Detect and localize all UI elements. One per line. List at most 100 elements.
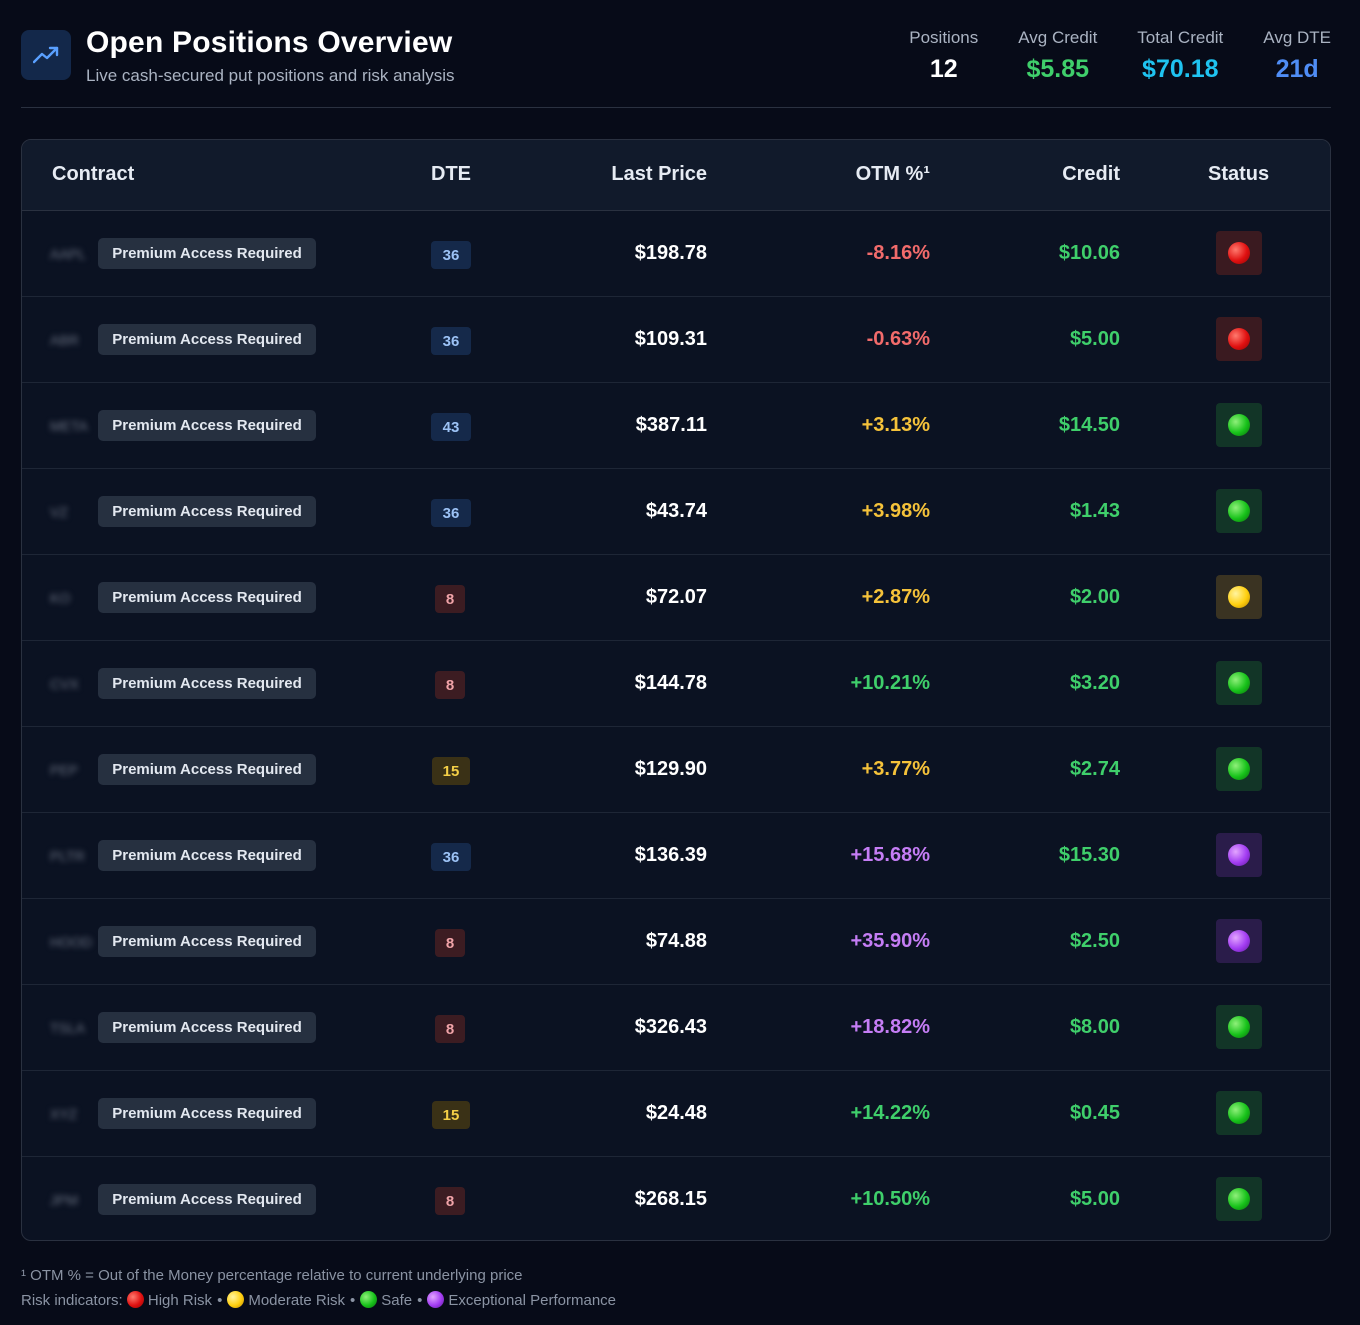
col-last-price[interactable]: Last Price [611,163,707,185]
premium-access-button[interactable]: Premium Access Required [98,754,316,785]
stat-label: Total Credit [1137,28,1224,47]
page-title: Open Positions Overview [86,26,453,59]
page-subtitle: Live cash-secured put positions and risk… [86,66,455,85]
otm-percent: +3.77% [861,758,930,780]
status-purple-dot-icon [1228,930,1250,952]
otm-percent: +35.90% [850,930,930,952]
table-row[interactable]: ABR Premium Access Required 36 $109.31 -0.63… [22,297,1330,383]
legend-separator: • [217,1292,223,1309]
credit-value: $5.00 [1069,1188,1120,1210]
table-body: AAPL Premium Access Required 36 $198.78 -8.1… [22,211,1330,1240]
legend-prefix: Risk indicators: [21,1292,123,1309]
premium-access-button[interactable]: Premium Access Required [98,496,316,527]
last-price: $74.88 [645,930,707,952]
ticker-symbol: CVX [50,676,79,692]
table-row[interactable]: TSLA Premium Access Required 8 $326.43 +18.8… [22,985,1330,1071]
col-status[interactable]: Status [1208,163,1270,185]
ticker-symbol: KO [50,590,71,606]
last-price: $43.74 [645,500,707,522]
dte-badge: 36 [431,241,471,269]
credit-value: $2.50 [1069,930,1120,952]
stat-label: Avg DTE [1263,28,1331,47]
stat-positions: Positions 12 [909,28,978,84]
summary-stats: Positions 12 Avg Credit $5.85 Total Credit $7… [869,28,1331,84]
status-indicator [1216,919,1262,963]
premium-access-button[interactable]: Premium Access Required [98,668,316,699]
last-price: $129.90 [634,758,707,780]
last-price: $268.15 [634,1188,707,1210]
status-red-dot-icon [1228,328,1250,350]
status-green-dot-icon [1228,672,1250,694]
status-green-dot-icon [1228,1188,1250,1210]
last-price: $326.43 [634,1016,707,1038]
premium-access-button[interactable]: Premium Access Required [98,1184,316,1215]
otm-percent: +3.98% [861,500,930,522]
table-row[interactable]: VZ Premium Access Required 36 $43.74 +3.98% $… [22,469,1330,555]
credit-value: $3.20 [1069,672,1120,694]
stat-value: 12 [929,55,958,83]
otm-percent: -0.63% [866,328,930,350]
otm-percent: -8.16% [866,242,930,264]
col-dte[interactable]: DTE [431,163,471,185]
page-header: Open Positions Overview Live cash-secure… [21,0,1331,108]
status-green-dot-icon [1228,1102,1250,1124]
stat-value: $5.85 [1026,55,1090,83]
table-row[interactable]: AAPL Premium Access Required 36 $198.78 -8.1… [22,211,1330,297]
status-indicator [1216,317,1262,361]
ticker-symbol: TSLA [50,1020,86,1036]
premium-access-button[interactable]: Premium Access Required [98,1012,316,1043]
credit-value: $2.00 [1069,586,1120,608]
ticker-symbol: JPM [50,1192,78,1208]
premium-access-button[interactable]: Premium Access Required [98,324,316,355]
premium-access-button[interactable]: Premium Access Required [98,1098,316,1129]
status-green-dot-icon [1228,758,1250,780]
otm-percent: +3.13% [861,414,930,436]
credit-value: $0.45 [1069,1102,1120,1124]
last-price: $198.78 [634,242,707,264]
credit-value: $10.06 [1058,242,1120,264]
ticker-symbol: XYZ [50,1106,78,1122]
stat-total-credit: Total Credit $70.18 [1137,28,1223,84]
last-price: $387.11 [635,414,707,436]
premium-access-button[interactable]: Premium Access Required [98,238,316,269]
ticker-symbol: META [50,418,88,434]
legend-yellow-dot-icon [227,1291,245,1308]
table-row[interactable]: META Premium Access Required 43 $387.11 +3.1… [22,383,1330,469]
table-row[interactable]: JPM Premium Access Required 8 $268.15 +10.50… [22,1157,1330,1240]
last-price: $109.31 [634,328,707,350]
table-row[interactable]: PLTR Premium Access Required 36 $136.39 +15.… [22,813,1330,899]
table-row[interactable]: CVX Premium Access Required 8 $144.78 +10.21… [22,641,1330,727]
dte-badge: 36 [431,843,471,871]
table-row[interactable]: PEP Premium Access Required 15 $129.90 +3.77… [22,727,1330,813]
dte-badge: 8 [435,929,465,957]
col-otm[interactable]: OTM %¹ [855,163,930,185]
credit-value: $5.00 [1069,328,1120,350]
premium-access-button[interactable]: Premium Access Required [98,410,316,441]
positions-table: Contract DTE Last Price OTM %¹ Credit St… [21,139,1331,1241]
ticker-symbol: PLTR [50,848,85,864]
col-contract[interactable]: Contract [52,163,135,185]
table-row[interactable]: HOOD Premium Access Required 8 $74.88 +35.90… [22,899,1330,985]
ticker-symbol: VZ [50,504,68,520]
legend-label: Safe [381,1292,413,1309]
trending-up-icon [21,30,71,80]
premium-access-button[interactable]: Premium Access Required [98,840,316,871]
dte-badge: 43 [431,413,471,441]
stat-avg-dte: Avg DTE 21d [1263,28,1331,84]
credit-value: $2.74 [1069,758,1120,780]
status-indicator [1216,403,1262,447]
status-indicator [1216,231,1262,275]
dte-badge: 36 [431,327,471,355]
table-row[interactable]: XYZ Premium Access Required 15 $24.48 +14.22… [22,1071,1330,1157]
legend-green-dot-icon [360,1291,378,1308]
table-header: Contract DTE Last Price OTM %¹ Credit St… [22,140,1330,211]
table-row[interactable]: KO Premium Access Required 8 $72.07 +2.87% $2… [22,555,1330,641]
otm-footnote: ¹ OTM % = Out of the Money percentage re… [21,1267,523,1284]
stat-value: 21d [1275,55,1319,83]
premium-access-button[interactable]: Premium Access Required [98,582,316,613]
premium-access-button[interactable]: Premium Access Required [98,926,316,957]
col-credit[interactable]: Credit [1062,163,1120,185]
credit-value: $8.00 [1069,1016,1120,1038]
legend-separator: • [350,1292,356,1309]
last-price: $144.78 [634,672,707,694]
